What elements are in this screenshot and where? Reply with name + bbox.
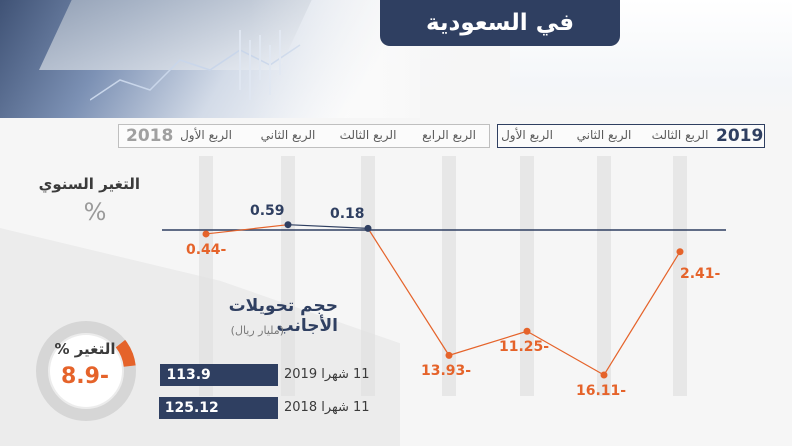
quarter-column-7 — [673, 156, 687, 396]
quarter-column-3 — [361, 156, 375, 396]
change-title: التغير % — [54, 340, 116, 358]
quarter-column-6 — [597, 156, 611, 396]
transfer-label-2: 11 شهرا 2018 — [284, 400, 370, 415]
year-2019: 2019 — [716, 126, 764, 146]
page-title: في السعودية — [425, 10, 575, 36]
series-segment-6 — [603, 251, 681, 376]
value-label-5: 11.25- — [499, 339, 550, 356]
data-point-4 — [445, 351, 453, 359]
quarter-label: الربع الثالث — [339, 128, 397, 142]
data-point-7 — [676, 248, 684, 256]
frame-2018 — [118, 124, 490, 148]
data-point-2 — [284, 221, 292, 229]
quarter-label: الربع الأول — [501, 128, 553, 142]
quarter-label: الربع الأول — [180, 128, 232, 142]
data-point-5 — [523, 327, 531, 335]
title-banner — [380, 0, 620, 46]
quarter-label: الربع الثالث — [651, 128, 709, 142]
series-segment-5 — [526, 330, 605, 376]
value-label-3: 0.18 — [330, 206, 365, 223]
series-segment-4 — [448, 330, 528, 356]
percent-symbol: % — [83, 198, 107, 226]
data-point-6 — [600, 371, 608, 379]
series-segment-2 — [287, 224, 369, 229]
transfers-unit: (مليار ريال) — [230, 324, 284, 337]
value-label-1: 0.44- — [186, 241, 227, 258]
transfer-label-1: 11 شهرا 2019 — [284, 367, 370, 382]
quarter-column-2 — [281, 156, 295, 396]
value-label-2: 0.59 — [250, 202, 285, 219]
donut-track — [36, 321, 136, 421]
quarter-column-1 — [199, 156, 213, 396]
frame-2019 — [497, 124, 765, 148]
change-value: 8.9- — [60, 364, 110, 389]
transfers-title: حجم تحويلات الأجانب — [228, 296, 338, 336]
transfer-bar-2: 125.12 — [158, 397, 278, 419]
value-label-6: 16.11- — [576, 382, 627, 399]
quarter-label: الربع الرابع — [422, 128, 476, 142]
data-point-3 — [364, 224, 372, 232]
annual-change-title: التغير السنوي — [38, 175, 140, 193]
year-2018: 2018 — [126, 126, 174, 146]
series-segment-1 — [205, 224, 289, 235]
quarter-column-5 — [520, 156, 534, 396]
quarter-label: الربع الثاني — [260, 128, 316, 142]
transfer-bar-1: 113.9 — [160, 364, 278, 386]
series-segment-3 — [367, 228, 450, 356]
value-label-7: 2.41- — [680, 265, 721, 282]
value-label-4: 13.93- — [421, 363, 472, 380]
donut-center — [50, 335, 122, 407]
quarter-column-4 — [442, 156, 456, 396]
donut-arc — [115, 339, 136, 368]
change-donut — [33, 318, 139, 424]
quarter-label: الربع الثاني — [576, 128, 632, 142]
data-point-1 — [202, 230, 210, 238]
